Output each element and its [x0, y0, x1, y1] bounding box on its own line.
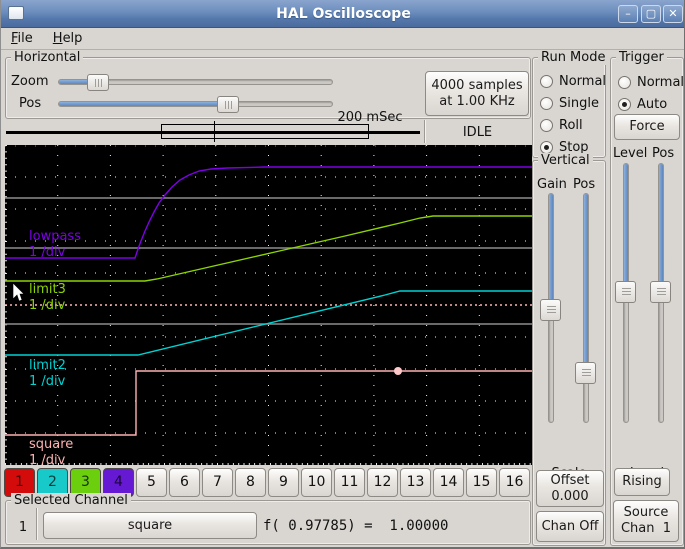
zoom-slider-handle[interactable] [87, 74, 109, 91]
run-mode-radio-single[interactable]: Single [540, 95, 599, 111]
channel-button-8[interactable]: 8 [235, 468, 266, 497]
menu-item-file[interactable]: File [11, 31, 33, 46]
close-button[interactable]: ✕ [663, 5, 683, 23]
trigger-edge-button[interactable]: Rising [614, 468, 670, 496]
channel-button-6[interactable]: 6 [169, 468, 200, 497]
pos-slider-fill [59, 102, 229, 106]
trace-square [5, 370, 532, 436]
channel-source-button[interactable]: square [43, 512, 257, 539]
channel-button-2[interactable]: 2 [37, 468, 68, 497]
trigger-level-slider-label: Level [613, 146, 648, 161]
status-divider [424, 120, 426, 143]
run-mode-radio-label: Single [559, 95, 599, 111]
record-trigger-marker [214, 121, 215, 142]
trigger-source-button[interactable]: Source Chan 1 [613, 500, 679, 542]
gain-slider-handle[interactable] [540, 299, 561, 321]
channel-button-3[interactable]: 3 [70, 468, 101, 497]
trace-limit3 [5, 215, 532, 282]
selected-channel-number: 1 [18, 520, 28, 535]
run-mode-radio-label: Roll [559, 117, 583, 133]
vertical-pos-slider-track[interactable] [583, 193, 589, 423]
window-title: HAL Oscilloscope [276, 6, 411, 22]
run-mode-radio-stop[interactable]: Stop [540, 139, 589, 155]
pos-slider-label: Pos [19, 96, 42, 111]
radio-icon[interactable] [618, 97, 631, 111]
radio-icon[interactable] [540, 118, 553, 132]
run-mode-radio-normal[interactable]: Normal [540, 73, 606, 89]
probe-value-readout: f( 0.97785) = 1.00000 [263, 518, 449, 534]
channel-button-12[interactable]: 12 [367, 468, 398, 497]
channel-button-16[interactable]: 16 [499, 468, 530, 497]
radio-icon[interactable] [540, 74, 553, 88]
selected-channel-divider [36, 508, 38, 540]
trigger-pos-slider-handle[interactable] [650, 281, 671, 303]
vertical-group-label: Vertical [538, 153, 593, 168]
record-preview-line [6, 131, 420, 134]
minimize-button[interactable]: – [618, 5, 638, 23]
record-view-window[interactable] [161, 124, 369, 139]
selected-channel-group-label: Selected Channel [11, 493, 131, 508]
trigger-radio-normal[interactable]: Normal [618, 74, 684, 90]
pos-slider-handle[interactable] [217, 96, 239, 113]
zoom-slider-fill [59, 80, 101, 84]
vertical-pos-slider-handle[interactable] [575, 362, 596, 384]
offset-button[interactable]: Offset 0.000 [536, 470, 604, 507]
record-length-button[interactable]: 4000 samples at 1.00 KHz [425, 71, 529, 116]
run-mode-radio-roll[interactable]: Roll [540, 117, 583, 133]
trace-label-limit2: limit2 1 /div [29, 358, 66, 389]
channel-button-11[interactable]: 11 [334, 468, 365, 497]
vertical-group: Vertical [532, 153, 606, 546]
zoom-slider-track[interactable] [58, 79, 333, 85]
title-bar[interactable]: HAL Oscilloscope – ▢ ✕ [1, 0, 684, 28]
channel-button-9[interactable]: 9 [268, 468, 299, 497]
trigger-radio-label: Normal [637, 74, 685, 90]
radio-icon[interactable] [540, 140, 553, 154]
channel-button-15[interactable]: 15 [466, 468, 497, 497]
trigger-point-marker [394, 367, 402, 375]
trigger-radio-auto[interactable]: Auto [618, 96, 667, 112]
menu-item-help[interactable]: Help [52, 31, 83, 46]
pos-slider-track[interactable] [58, 101, 333, 107]
trigger-group: Trigger Normal Auto [610, 50, 684, 546]
vertical-pos-slider-label: Pos [573, 177, 596, 192]
trace-lowpass [5, 166, 532, 259]
scope-display[interactable]: lowpass 1 /div limit3 1 /div limit2 1 /div squ… [5, 145, 532, 468]
trigger-level-slider-handle[interactable] [615, 281, 636, 303]
chan-off-button[interactable]: Chan Off [536, 511, 604, 542]
status-label: IDLE [462, 125, 493, 140]
channel-button-7[interactable]: 7 [202, 468, 233, 497]
channel-button-13[interactable]: 13 [400, 468, 431, 497]
radio-icon[interactable] [540, 96, 553, 110]
channel-button-5[interactable]: 5 [136, 468, 167, 497]
maximize-button[interactable]: ▢ [641, 5, 661, 23]
run-mode-group: Run Mode Normal Single Roll Stop [532, 50, 609, 158]
menu-bar: File Help [1, 28, 684, 50]
run-mode-radio-label: Stop [559, 139, 589, 155]
gain-slider-label: Gain [537, 177, 567, 192]
horizontal-group-label: Horizontal [11, 50, 84, 65]
horizontal-group: Horizontal [5, 50, 531, 119]
selected-channel-group: Selected Channel [5, 493, 531, 545]
trace-limit2 [5, 290, 532, 356]
trace-label-limit3: limit3 1 /div [29, 282, 66, 313]
trigger-pos-slider-label: Pos [652, 146, 675, 161]
channel-button-10[interactable]: 10 [301, 468, 332, 497]
window-menu-icon[interactable] [8, 6, 24, 20]
run-mode-group-label: Run Mode [538, 50, 609, 65]
mouse-cursor-icon [12, 282, 25, 302]
force-button[interactable]: Force [614, 114, 680, 140]
trace-label-lowpass: lowpass 1 /div [29, 229, 81, 260]
scope-canvas [5, 145, 532, 465]
zoom-slider-label: Zoom [11, 74, 49, 89]
trigger-group-label: Trigger [616, 50, 667, 65]
channel-button-14[interactable]: 14 [433, 468, 464, 497]
trace-label-square: square 1 /div [29, 437, 74, 468]
radio-icon[interactable] [618, 75, 631, 89]
trigger-radio-label: Auto [637, 96, 668, 112]
run-mode-radio-label: Normal [559, 73, 607, 89]
